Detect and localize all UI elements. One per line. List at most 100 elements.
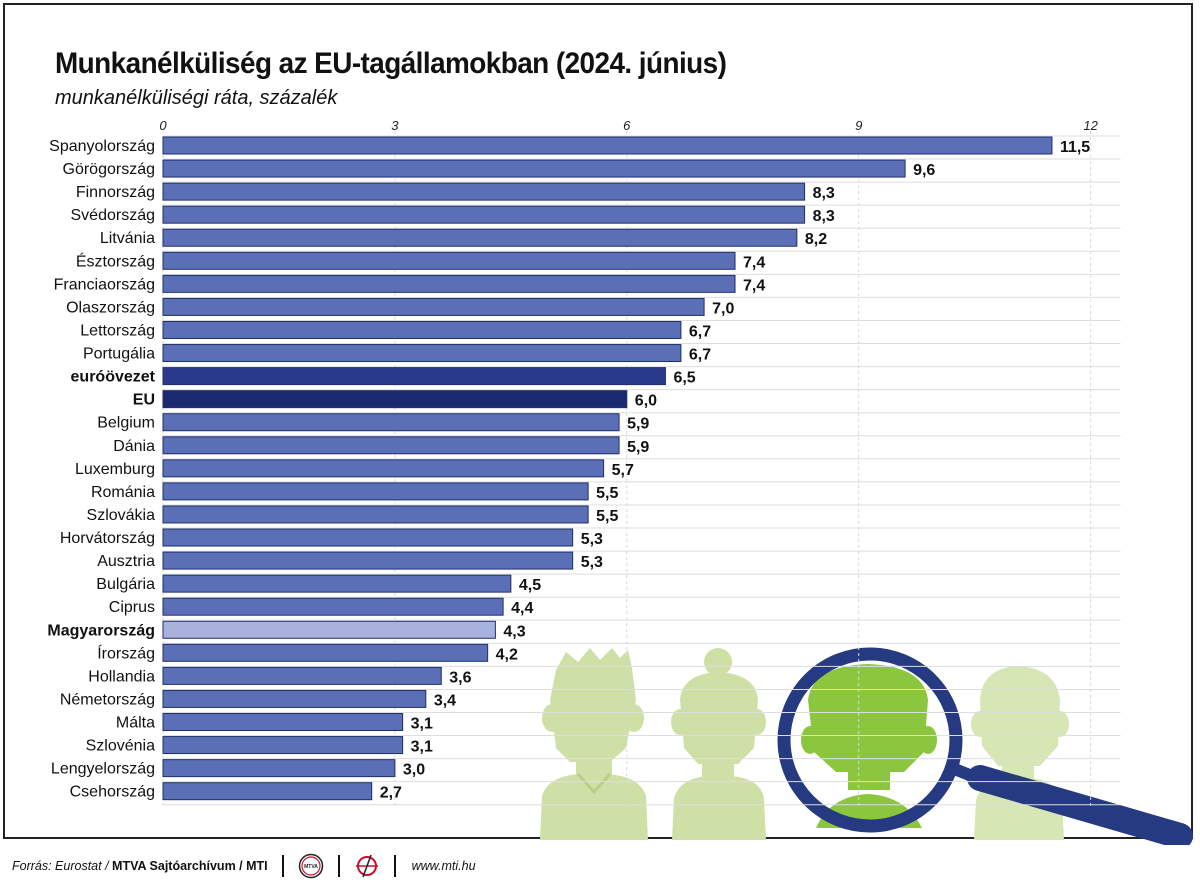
value-label: 7,4	[743, 254, 765, 271]
category-label: Franciaország	[54, 276, 155, 293]
x-tick-label: 6	[623, 118, 631, 133]
category-label: euróövezet	[71, 369, 156, 386]
chart-title: Munkanélküliség az EU-tagállamokban (202…	[55, 47, 727, 80]
archive-label: MTVA Sajtóarchívum / MTI	[112, 859, 268, 873]
bar	[162, 574, 512, 593]
value-label: 5,9	[627, 416, 649, 433]
value-label: 3,0	[403, 762, 425, 779]
category-label: Románia	[91, 484, 155, 501]
value-label: 2,7	[380, 785, 402, 802]
value-label: 5,7	[612, 462, 634, 479]
bar	[162, 390, 628, 409]
person-figure-2	[671, 648, 766, 840]
bar	[162, 689, 427, 708]
category-label: Lettország	[80, 322, 155, 339]
person-figure-4	[971, 666, 1069, 840]
category-label: Hollandia	[88, 668, 155, 685]
bar	[162, 413, 620, 432]
bar	[162, 228, 798, 247]
value-label: 8,3	[813, 208, 835, 225]
people-illustration	[540, 647, 1193, 845]
mti-logo-icon	[355, 854, 378, 878]
footer-divider	[281, 855, 284, 877]
value-label: 4,4	[511, 600, 533, 617]
value-label: 3,1	[411, 716, 433, 733]
value-label: 5,3	[581, 531, 603, 548]
bar	[162, 182, 806, 201]
value-label: 3,6	[449, 669, 471, 686]
bar	[162, 482, 589, 501]
chart-subtitle: munkanélküliségi ráta, százalék	[55, 87, 338, 109]
footer-divider	[393, 855, 396, 877]
category-labels: Spanyolország Görögország Finnország Svédor…	[47, 138, 155, 801]
category-label: Horvátország	[60, 530, 155, 547]
category-label: Németország	[60, 691, 155, 708]
x-axis-ticks: 0 3 6 9 12	[159, 118, 1098, 133]
category-label: Magyarország	[47, 622, 155, 639]
category-label: Dánia	[113, 438, 155, 455]
source-footer: Forrás: Eurostat / MTVA Sajtóarchívum / …	[12, 853, 476, 879]
person-figure-1	[540, 648, 648, 840]
bar	[162, 159, 906, 178]
bar	[162, 251, 736, 270]
value-label: 7,4	[743, 277, 765, 294]
value-label: 7,0	[712, 300, 734, 317]
category-label: Bulgária	[96, 576, 155, 593]
category-label: Portugália	[83, 346, 155, 363]
category-label: Belgium	[97, 415, 155, 432]
bar	[162, 274, 736, 293]
value-label: 6,5	[673, 370, 695, 387]
x-tick-label: 9	[855, 118, 862, 133]
bar	[162, 505, 589, 524]
category-label: Írország	[97, 643, 155, 662]
bar	[162, 136, 1053, 155]
bar	[162, 344, 682, 363]
bar	[162, 367, 666, 386]
footer-divider	[337, 855, 340, 877]
x-tick-label: 0	[159, 118, 167, 133]
category-label: Svédország	[71, 207, 156, 224]
bar	[162, 205, 806, 224]
magnifier-icon	[777, 647, 1193, 845]
category-label: Szlovénia	[86, 738, 155, 755]
value-label: 5,5	[596, 508, 618, 525]
x-tick-label: 3	[391, 118, 399, 133]
category-label: Finnország	[76, 184, 155, 201]
source-url: www.mti.hu	[411, 859, 476, 873]
value-label: 5,3	[581, 554, 603, 571]
chart-bars	[162, 136, 1053, 801]
value-label: 3,1	[411, 739, 433, 756]
value-label: 4,3	[503, 623, 525, 640]
source-label: Forrás: Eurostat /	[12, 859, 109, 873]
category-label: Szlovákia	[87, 507, 156, 524]
value-label: 8,2	[805, 231, 827, 248]
bar	[162, 551, 574, 570]
value-label: 4,5	[519, 577, 541, 594]
category-label: Luxemburg	[75, 461, 155, 478]
category-label: EU	[133, 392, 155, 409]
value-label: 5,5	[596, 485, 618, 502]
category-label: Lengyelország	[51, 761, 155, 778]
bar	[162, 643, 489, 662]
svg-text:MTVA: MTVA	[304, 864, 318, 870]
category-label: Ciprus	[109, 599, 155, 616]
bar	[162, 459, 605, 478]
category-label: Görögország	[63, 161, 156, 178]
value-label: 6,7	[689, 347, 711, 364]
bar	[162, 597, 504, 616]
value-labels: 11,59,68,38,38,27,47,47,06,76,76,56,05,9…	[380, 139, 1091, 802]
value-label: 9,6	[913, 162, 935, 179]
bar	[162, 782, 373, 801]
bar-chart: 0 3 6 9 12 Spanyolország Görögország Finnorszá…	[47, 118, 1193, 845]
mtva-logo-icon: MTVA	[298, 853, 323, 879]
category-label: Ausztria	[97, 553, 155, 570]
x-tick-label: 12	[1083, 118, 1098, 133]
value-label: 6,0	[635, 393, 657, 410]
bar	[162, 528, 574, 547]
value-label: 6,7	[689, 323, 711, 340]
value-label: 4,2	[496, 646, 518, 663]
bar	[162, 620, 496, 639]
bar	[162, 736, 404, 755]
bar	[162, 713, 404, 731]
bar	[162, 759, 396, 778]
